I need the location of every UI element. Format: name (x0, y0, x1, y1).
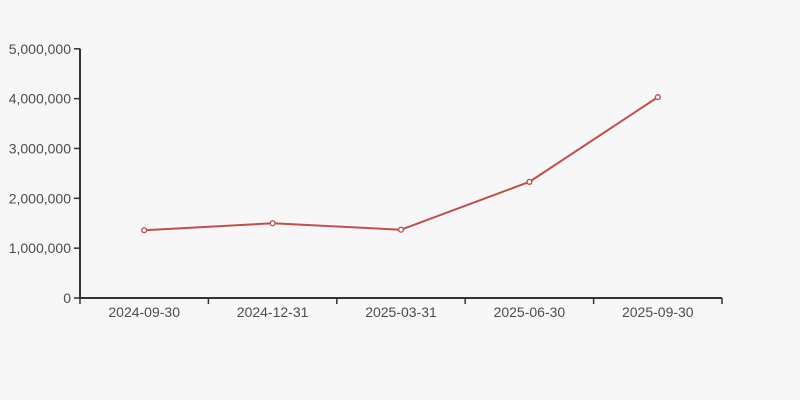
x-axis-tick-label: 2025-06-30 (494, 304, 566, 320)
x-axis-tick-label: 2024-12-31 (237, 304, 309, 320)
series-line (143, 96, 659, 232)
data-point-marker[interactable] (141, 227, 148, 234)
y-axis-tick-label: 2,000,000 (9, 190, 71, 206)
data-point-marker[interactable] (526, 178, 533, 185)
data-point-marker[interactable] (269, 220, 276, 227)
x-axis-tick-label: 2025-09-30 (622, 304, 694, 320)
y-axis-tick-label: 5,000,000 (9, 41, 71, 57)
x-axis-tick-label: 2025-03-31 (365, 304, 437, 320)
y-axis-tick-label: 1,000,000 (9, 240, 71, 256)
data-point-marker[interactable] (654, 94, 661, 101)
data-point-marker[interactable] (397, 226, 405, 233)
y-axis-tick-label: 4,000,000 (9, 91, 71, 107)
y-axis-tick-label: 3,000,000 (9, 140, 71, 156)
y-axis-tick-label: 0 (63, 290, 71, 306)
x-axis-tick-label: 2024-09-30 (108, 304, 180, 320)
